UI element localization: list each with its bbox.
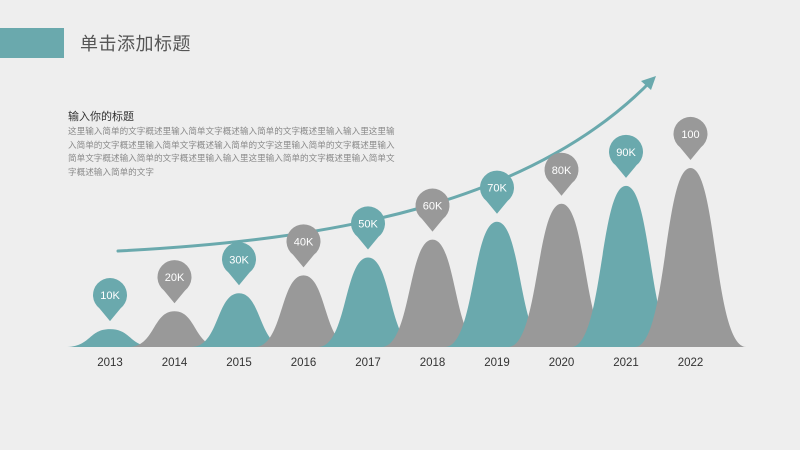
pin-label: 100 [681, 129, 699, 141]
year-label: 2015 [226, 357, 252, 369]
value-pin-2013: 10K [92, 278, 128, 322]
pin-marker-shape [157, 260, 192, 304]
value-pin-2022: 100 [673, 116, 708, 160]
pin-label: 90K [616, 147, 636, 159]
peak-2014 [128, 311, 221, 347]
value-pin-2021: 90K [608, 134, 643, 178]
pin-marker-shape [286, 224, 321, 268]
peak-2018 [381, 239, 484, 347]
peak-2020 [508, 203, 615, 347]
pin-marker-shape [608, 134, 643, 178]
body-heading[interactable]: 输入你的标题 [68, 110, 134, 123]
year-label: 2019 [484, 357, 510, 369]
value-pin-2020: 80K [544, 152, 579, 196]
peak-2016 [254, 275, 353, 347]
value-pin-2016: 40K [286, 224, 321, 268]
value-pin-2017: 50K [351, 206, 385, 250]
year-labels-group: 2013 2014 2015 2016 2017 2018 2019 2020 2021 2022 [97, 357, 703, 369]
pin-marker-shape [415, 188, 450, 232]
value-pin-2015: 30K [222, 242, 256, 286]
pin-marker-shape [351, 206, 385, 250]
pin-label: 50K [358, 219, 378, 231]
year-label: 2017 [355, 357, 381, 369]
pin-label: 20K [165, 272, 185, 284]
pins-group: 10K 20K 30K 40K 50K 60K 70K 80K 90K 100 [92, 116, 708, 322]
year-label: 2018 [420, 357, 446, 369]
pin-label: 30K [229, 254, 249, 266]
year-label: 2014 [162, 357, 188, 369]
value-pin-2018: 60K [415, 188, 450, 232]
pin-marker-shape [222, 242, 256, 286]
title-accent-bar [0, 28, 64, 58]
peak-2019 [444, 221, 550, 347]
pin-label: 60K [423, 201, 443, 213]
pin-marker-shape [544, 152, 579, 196]
slide-title[interactable]: 单击添加标题 [80, 34, 191, 55]
year-label: 2013 [97, 357, 123, 369]
year-label: 2022 [678, 357, 704, 369]
year-label: 2016 [291, 357, 317, 369]
peak-2022 [634, 168, 747, 347]
peaks-group [65, 168, 747, 347]
value-pin-2014: 20K [157, 260, 192, 304]
peak-2017 [318, 257, 418, 347]
pin-marker-shape [673, 116, 708, 160]
trend-arrow-head [641, 76, 656, 90]
pin-marker-shape [480, 170, 514, 214]
pin-label: 10K [100, 290, 120, 302]
pin-label: 40K [294, 236, 314, 248]
year-label: 2021 [613, 357, 639, 369]
body-text[interactable]: 这里输入简单的文字概述里输入简单文字概述输入简单的文字概述里输入输入里这里输入简… [68, 127, 395, 178]
peak-2021 [571, 185, 681, 347]
pin-label: 80K [552, 165, 572, 177]
pin-label: 70K [487, 183, 507, 195]
pin-marker-shape [92, 278, 128, 322]
year-label: 2020 [549, 357, 575, 369]
peak-2013 [65, 329, 155, 347]
peak-2015 [191, 293, 287, 347]
value-pin-2019: 70K [480, 170, 514, 214]
